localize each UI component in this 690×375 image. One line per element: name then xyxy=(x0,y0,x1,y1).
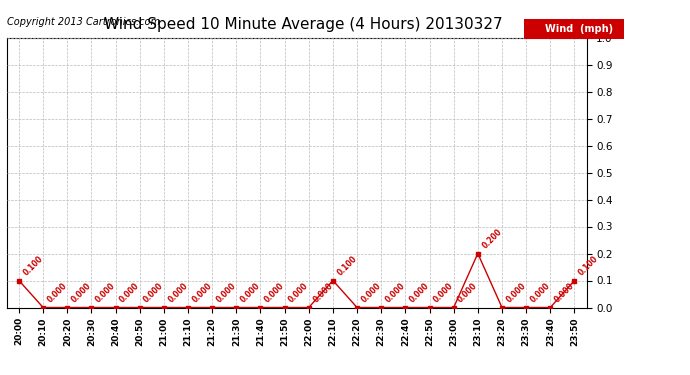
Text: 0.000: 0.000 xyxy=(553,281,576,304)
Text: 0.100: 0.100 xyxy=(577,254,600,277)
Text: 0.000: 0.000 xyxy=(384,281,407,304)
Text: 0.000: 0.000 xyxy=(70,281,93,304)
Text: Wind  (mph): Wind (mph) xyxy=(545,24,613,34)
Text: 0.000: 0.000 xyxy=(263,281,286,304)
Text: 0.000: 0.000 xyxy=(287,281,310,304)
Text: 0.200: 0.200 xyxy=(480,227,504,250)
Text: 0.100: 0.100 xyxy=(335,254,359,277)
Text: 0.000: 0.000 xyxy=(142,281,166,304)
Text: 0.000: 0.000 xyxy=(46,281,69,304)
Text: 0.100: 0.100 xyxy=(21,254,45,277)
Text: 0.000: 0.000 xyxy=(166,281,190,304)
Text: 0.000: 0.000 xyxy=(432,281,455,304)
Text: 0.000: 0.000 xyxy=(190,281,214,304)
Text: 0.000: 0.000 xyxy=(239,281,262,304)
Text: 0.000: 0.000 xyxy=(408,281,431,304)
Text: 0.000: 0.000 xyxy=(456,281,480,304)
Text: Copyright 2013 Cartronics.com: Copyright 2013 Cartronics.com xyxy=(7,17,160,27)
Text: 0.000: 0.000 xyxy=(311,281,335,304)
Text: 0.000: 0.000 xyxy=(359,281,383,304)
Text: Wind Speed 10 Minute Average (4 Hours) 20130327: Wind Speed 10 Minute Average (4 Hours) 2… xyxy=(104,17,503,32)
Text: 0.000: 0.000 xyxy=(94,281,117,304)
Text: 0.000: 0.000 xyxy=(529,281,552,304)
Text: 0.000: 0.000 xyxy=(215,281,238,304)
Text: 0.000: 0.000 xyxy=(504,281,528,304)
Text: 0.000: 0.000 xyxy=(118,281,141,304)
